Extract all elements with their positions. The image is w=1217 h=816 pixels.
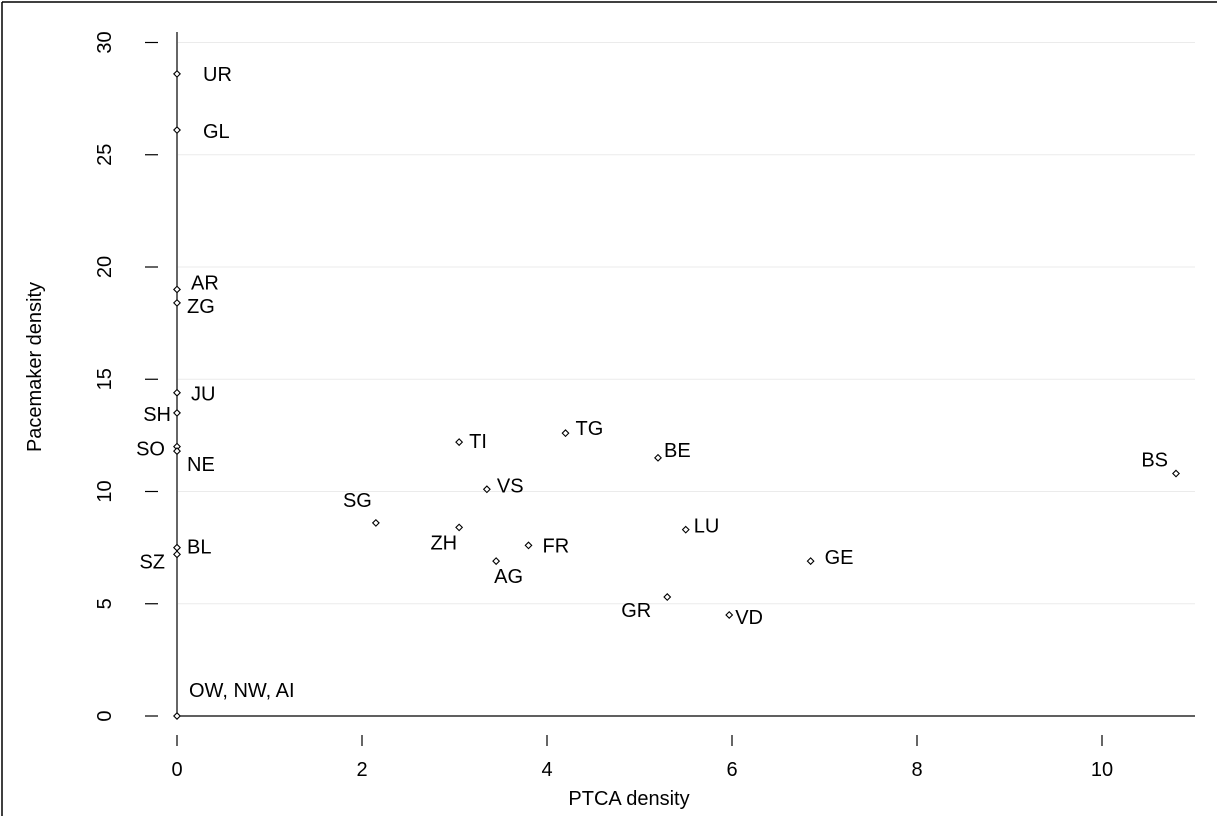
y-tick-label-10: 10 <box>94 480 116 502</box>
y-tick-label-20: 20 <box>94 256 116 278</box>
point-ju <box>173 388 181 397</box>
point-label-ag: AG <box>494 566 523 588</box>
point-vs <box>482 485 491 494</box>
point-gr <box>663 593 672 601</box>
point-label-tg: TG <box>576 418 604 440</box>
point-label-vd: VD <box>735 607 763 629</box>
point-label-bl: BL <box>187 537 211 559</box>
point-label-vs: VS <box>497 475 524 497</box>
y-tick-label-5: 5 <box>94 598 116 609</box>
point-ge <box>806 557 815 566</box>
point-label-be: BE <box>664 440 691 462</box>
x-tick-label-2: 2 <box>356 759 367 781</box>
point-label-so: SO <box>136 439 165 461</box>
point-label-sg: SG <box>343 490 372 512</box>
point-label-gr: GR <box>621 600 651 622</box>
x-tick-label-8: 8 <box>911 759 922 781</box>
point-label-lu: LU <box>694 516 720 538</box>
x-tick-label-4: 4 <box>541 759 552 781</box>
y-tick-label-30: 30 <box>94 31 116 53</box>
tick-labels: 0 5 10 15 20 25 30 0 2 4 6 8 10 <box>94 31 1113 781</box>
axes <box>176 32 1195 717</box>
point-label-gl: GL <box>203 121 230 143</box>
x-tick-label-6: 6 <box>726 759 737 781</box>
point-label-bs: BS <box>1141 450 1168 472</box>
point-lu <box>681 525 690 534</box>
point-gl <box>173 126 181 135</box>
point-vd <box>725 610 734 619</box>
point-ur <box>173 69 181 78</box>
point-label-ju: JU <box>191 384 215 406</box>
x-tick-label-10: 10 <box>1091 759 1113 781</box>
point-ow-nw-ai <box>173 712 181 720</box>
point-ag <box>492 557 501 566</box>
point-sg <box>371 518 380 527</box>
data-points <box>173 69 1180 720</box>
point-fr <box>524 541 533 550</box>
y-tick-label-15: 15 <box>94 368 116 390</box>
point-label-ow-nw-ai: OW, NW, AI <box>189 680 295 702</box>
y-tick-label-0: 0 <box>94 710 116 721</box>
point-label-zh: ZH <box>430 532 457 554</box>
x-tick-label-0: 0 <box>171 759 182 781</box>
point-ar <box>173 285 181 294</box>
point-label-ne: NE <box>187 454 215 476</box>
point-label-zg: ZG <box>187 296 215 318</box>
point-label-fr: FR <box>543 535 570 557</box>
point-label-sz: SZ <box>139 551 165 573</box>
x-axis-title: PTCA density <box>568 788 689 810</box>
point-sz <box>173 550 181 559</box>
point-sh <box>173 408 181 417</box>
point-bs <box>1172 469 1180 478</box>
point-label-ar: AR <box>191 272 219 294</box>
point-tg <box>561 429 570 438</box>
point-ti <box>455 438 464 447</box>
point-label-ti: TI <box>469 431 487 453</box>
point-ne <box>173 447 181 456</box>
y-axis-title: Pacemaker density <box>24 282 46 452</box>
point-zg <box>173 298 181 307</box>
point-label-ur: UR <box>203 64 232 86</box>
point-label-sh: SH <box>143 404 171 426</box>
point-label-ge: GE <box>825 547 854 569</box>
grid-lines <box>178 42 1195 605</box>
point-zh <box>455 523 464 532</box>
point-be <box>654 453 662 462</box>
y-tick-label-25: 25 <box>94 144 116 166</box>
